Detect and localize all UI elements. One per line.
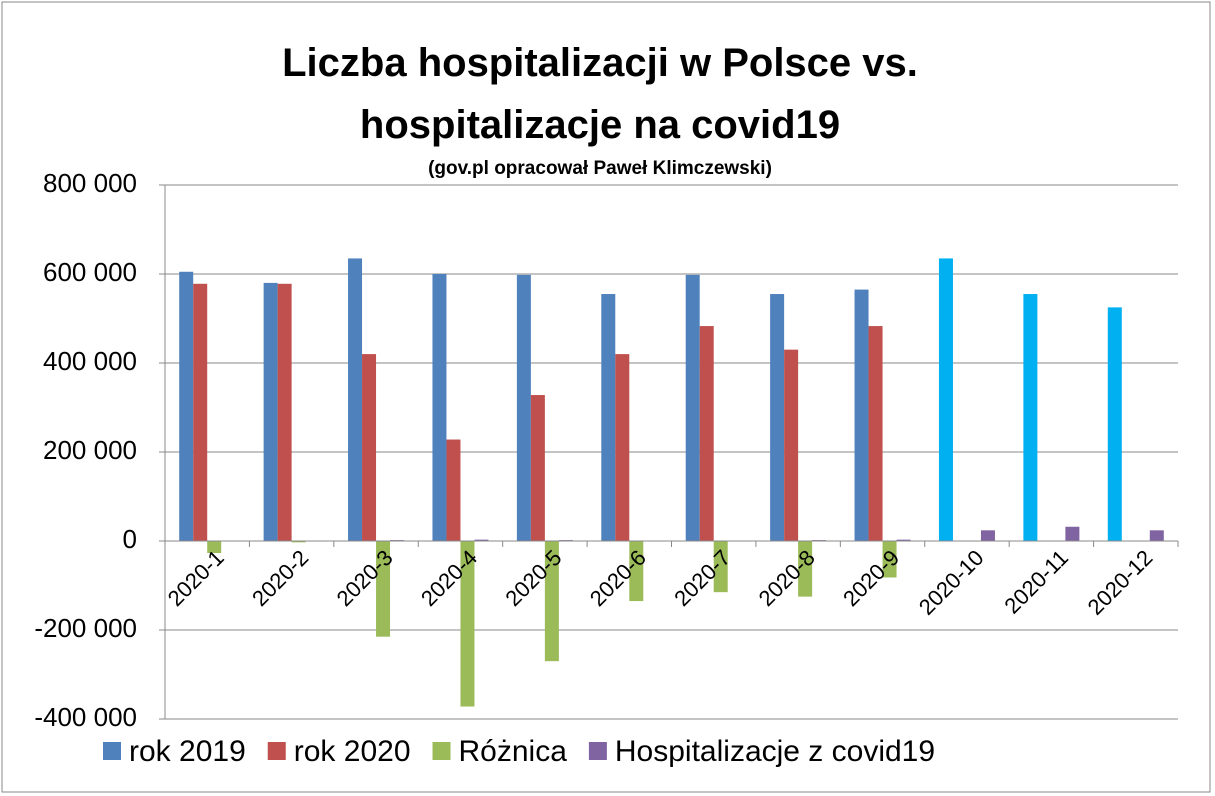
bar	[432, 274, 447, 541]
bar	[629, 541, 644, 602]
bar	[784, 349, 799, 541]
bar	[516, 274, 531, 541]
legend-swatch	[432, 742, 451, 760]
bar	[1023, 294, 1038, 541]
y-tick-label: -400 000	[34, 702, 137, 732]
bar	[207, 541, 222, 554]
bar	[530, 395, 545, 541]
bar	[896, 539, 911, 541]
bar	[615, 354, 630, 541]
bar	[713, 541, 728, 593]
bar	[798, 541, 813, 597]
y-tick-label: 600 000	[43, 257, 137, 287]
bar	[938, 258, 953, 541]
bar	[685, 274, 700, 541]
chart-title: Liczba hospitalizacji w Polsce vs. hospi…	[282, 41, 918, 147]
bar	[277, 283, 292, 541]
bar	[544, 541, 559, 662]
bar	[699, 326, 714, 541]
bar	[1065, 526, 1080, 541]
y-tick-label: 800 000	[43, 168, 137, 198]
bar	[263, 282, 278, 541]
bar	[460, 541, 475, 707]
y-tick-label: 400 000	[43, 346, 137, 376]
bar	[980, 530, 995, 541]
bar	[291, 541, 306, 543]
bar	[882, 541, 897, 578]
bar	[854, 289, 869, 541]
bar	[348, 258, 363, 541]
legend-label: rok 2019	[129, 735, 246, 768]
bar	[474, 539, 489, 541]
legend-label: rok 2020	[294, 735, 411, 768]
legend-swatch	[103, 742, 121, 760]
bar	[1107, 307, 1122, 541]
legend-label: Różnica	[459, 735, 568, 768]
y-tick-label: 200 000	[43, 435, 137, 465]
bar	[1149, 530, 1164, 541]
bar	[362, 354, 377, 541]
y-tick-label: 0	[123, 524, 137, 554]
y-tick-label: -200 000	[34, 613, 137, 643]
bar	[601, 294, 616, 541]
bar	[376, 541, 391, 637]
legend-swatch	[267, 742, 286, 760]
bar	[193, 283, 208, 541]
bar	[446, 439, 461, 541]
legend-label: Hospitalizacje z covid19	[615, 735, 935, 768]
bar	[770, 294, 785, 541]
bar	[179, 271, 194, 541]
legend-swatch	[588, 742, 607, 760]
bar	[868, 326, 883, 541]
chart-subtitle: (gov.pl opracował Paweł Klimczewski)	[428, 158, 772, 179]
